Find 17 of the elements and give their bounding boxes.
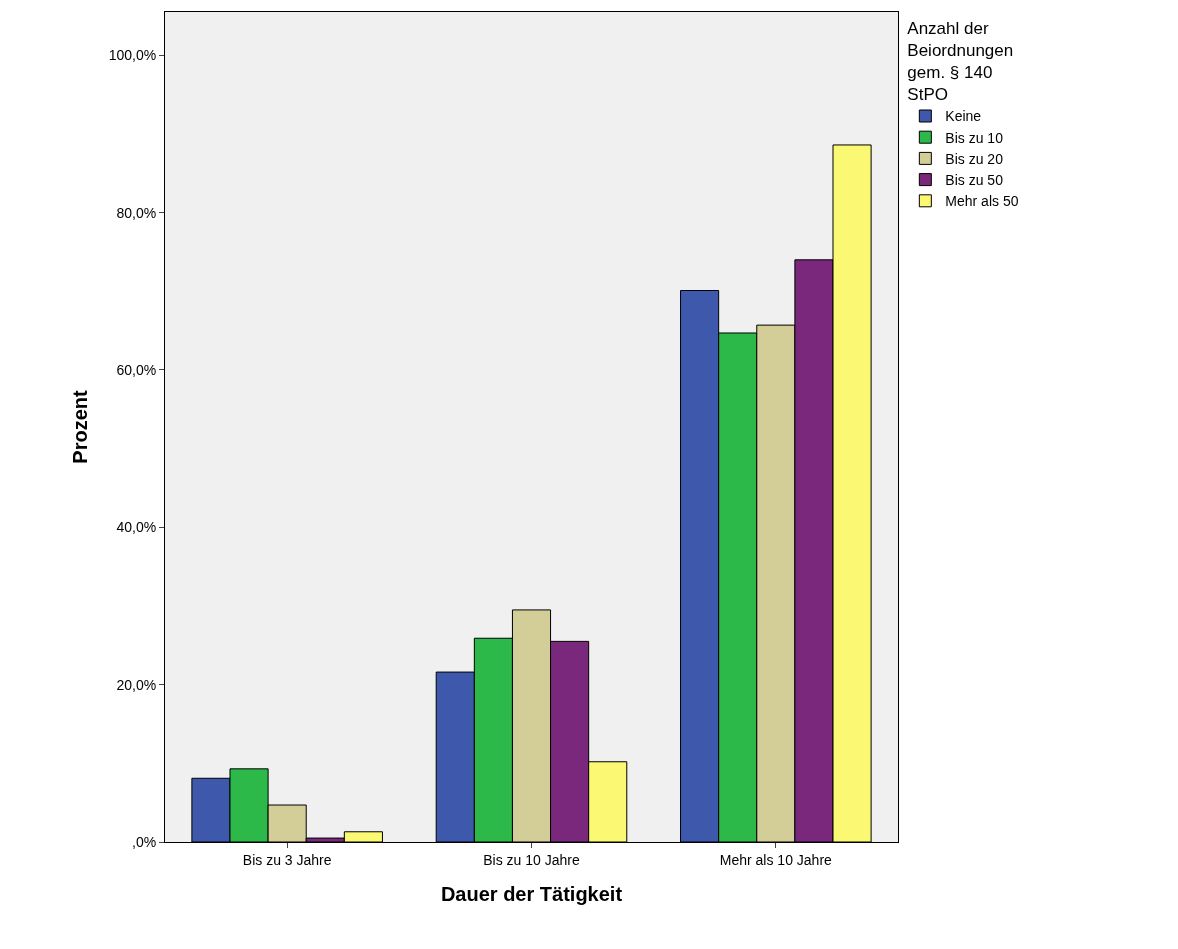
legend-label: Mehr als 50 [945,193,1019,210]
y-tick-label: ,0% [132,833,157,850]
y-tick-label: 80,0% [116,204,157,221]
x-tick-label: Mehr als 10 Jahre [719,851,833,868]
x-tick-label: Bis zu 10 Jahre [483,851,580,868]
legend-label: Bis zu 10 [945,129,1004,146]
y-tick-label: 40,0% [116,519,157,536]
y-tick-label: 60,0% [116,361,157,378]
y-tick-label: 100,0% [108,47,157,64]
x-axis-title: Dauer der Tätigkeit [440,883,623,906]
y-tick-label: 20,0% [116,676,157,693]
y-axis-title: Prozent [69,389,92,464]
legend-title: Anzahl der Beiordnungen gem. § 140 StPO [907,19,1014,105]
legend-label: Bis zu 50 [945,172,1004,189]
legend-label: Keine [945,108,982,125]
legend-label: Bis zu 20 [945,150,1004,167]
x-tick-label: Bis zu 3 Jahre [242,851,332,868]
